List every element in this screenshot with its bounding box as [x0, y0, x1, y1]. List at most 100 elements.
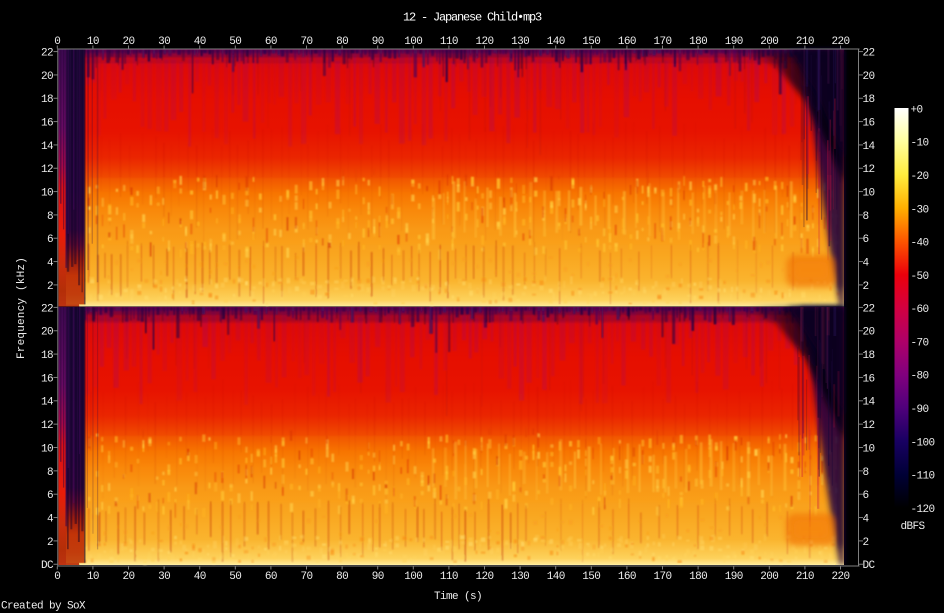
svg-text:-40: -40 — [911, 238, 929, 250]
svg-text:12: 12 — [41, 164, 53, 176]
svg-text:16: 16 — [41, 373, 53, 385]
svg-text:8: 8 — [863, 467, 869, 479]
svg-text:-10: -10 — [911, 138, 929, 150]
svg-text:30: 30 — [158, 571, 170, 583]
svg-text:40: 40 — [194, 36, 206, 48]
svg-text:150: 150 — [582, 571, 600, 583]
svg-text:20: 20 — [122, 571, 134, 583]
svg-text:10: 10 — [87, 36, 99, 48]
svg-text:-110: -110 — [911, 471, 935, 483]
svg-text:50: 50 — [229, 36, 241, 48]
svg-text:18: 18 — [863, 350, 875, 362]
svg-text:6: 6 — [863, 490, 869, 502]
svg-text:6: 6 — [863, 234, 869, 246]
svg-text:140: 140 — [547, 36, 565, 48]
svg-text:60: 60 — [265, 36, 277, 48]
svg-text:-90: -90 — [911, 404, 929, 416]
svg-text:Frequency (kHz): Frequency (kHz) — [16, 257, 28, 359]
svg-text:16: 16 — [863, 117, 875, 129]
svg-text:200: 200 — [760, 571, 778, 583]
svg-text:-60: -60 — [911, 304, 929, 316]
svg-text:-100: -100 — [911, 437, 935, 449]
svg-text:190: 190 — [725, 571, 743, 583]
svg-text:80: 80 — [336, 36, 348, 48]
svg-text:2: 2 — [47, 537, 53, 549]
svg-text:-30: -30 — [911, 204, 929, 216]
svg-text:130: 130 — [511, 36, 529, 48]
svg-text:16: 16 — [41, 117, 53, 129]
svg-text:18: 18 — [41, 350, 53, 362]
svg-text:8: 8 — [47, 211, 53, 223]
svg-text:140: 140 — [547, 571, 565, 583]
svg-text:60: 60 — [265, 571, 277, 583]
svg-text:4: 4 — [47, 257, 54, 269]
svg-text:DC: DC — [41, 560, 54, 572]
svg-text:10: 10 — [863, 443, 875, 455]
svg-text:2: 2 — [47, 281, 53, 293]
svg-text:22: 22 — [41, 48, 53, 60]
svg-text:80: 80 — [336, 571, 348, 583]
svg-text:210: 210 — [796, 36, 814, 48]
svg-text:0: 0 — [54, 36, 60, 48]
svg-text:20: 20 — [41, 327, 53, 339]
svg-text:100: 100 — [404, 571, 422, 583]
svg-text:180: 180 — [689, 36, 707, 48]
svg-text:200: 200 — [760, 36, 778, 48]
svg-text:14: 14 — [863, 141, 876, 153]
svg-text:14: 14 — [41, 141, 54, 153]
svg-text:12 - Japanese Child•mp3: 12 - Japanese Child•mp3 — [403, 10, 542, 24]
svg-text:20: 20 — [863, 71, 875, 83]
svg-text:10: 10 — [41, 187, 53, 199]
svg-text:dBFS: dBFS — [900, 521, 925, 533]
svg-text:40: 40 — [194, 571, 206, 583]
svg-text:-20: -20 — [911, 171, 929, 183]
svg-text:180: 180 — [689, 571, 707, 583]
svg-text:0: 0 — [54, 571, 60, 583]
svg-text:90: 90 — [372, 571, 384, 583]
svg-text:6: 6 — [47, 234, 53, 246]
svg-text:20: 20 — [122, 36, 134, 48]
svg-text:-120: -120 — [911, 504, 935, 516]
svg-text:2: 2 — [863, 281, 869, 293]
svg-text:12: 12 — [41, 420, 53, 432]
svg-text:110: 110 — [440, 36, 458, 48]
svg-text:30: 30 — [158, 36, 170, 48]
svg-text:22: 22 — [863, 303, 875, 315]
svg-text:90: 90 — [372, 36, 384, 48]
svg-text:20: 20 — [863, 327, 875, 339]
svg-text:120: 120 — [475, 571, 493, 583]
svg-text:12: 12 — [863, 164, 875, 176]
svg-text:220: 220 — [831, 571, 849, 583]
svg-text:DC: DC — [863, 560, 876, 572]
svg-text:160: 160 — [618, 36, 636, 48]
svg-text:20: 20 — [41, 71, 53, 83]
svg-text:70: 70 — [300, 36, 312, 48]
svg-text:10: 10 — [87, 571, 99, 583]
svg-text:100: 100 — [404, 36, 422, 48]
svg-text:110: 110 — [440, 571, 458, 583]
svg-text:4: 4 — [47, 513, 54, 525]
svg-text:16: 16 — [863, 373, 875, 385]
svg-text:18: 18 — [41, 94, 53, 106]
svg-text:6: 6 — [47, 490, 53, 502]
svg-text:22: 22 — [863, 48, 875, 60]
svg-text:14: 14 — [863, 397, 876, 409]
svg-text:130: 130 — [511, 571, 529, 583]
svg-text:170: 170 — [653, 36, 671, 48]
svg-text:-70: -70 — [911, 337, 929, 349]
svg-text:14: 14 — [41, 397, 54, 409]
svg-text:+0: +0 — [911, 104, 923, 116]
svg-text:8: 8 — [863, 211, 869, 223]
svg-text:8: 8 — [47, 467, 53, 479]
svg-text:Time (s): Time (s) — [434, 591, 482, 603]
svg-text:220: 220 — [831, 36, 849, 48]
svg-text:4: 4 — [863, 513, 870, 525]
svg-text:-50: -50 — [911, 271, 929, 283]
svg-text:Created by SoX: Created by SoX — [1, 601, 86, 613]
svg-text:10: 10 — [41, 443, 53, 455]
svg-text:18: 18 — [863, 94, 875, 106]
svg-text:160: 160 — [618, 571, 636, 583]
svg-text:70: 70 — [300, 571, 312, 583]
svg-text:2: 2 — [863, 537, 869, 549]
svg-text:150: 150 — [582, 36, 600, 48]
